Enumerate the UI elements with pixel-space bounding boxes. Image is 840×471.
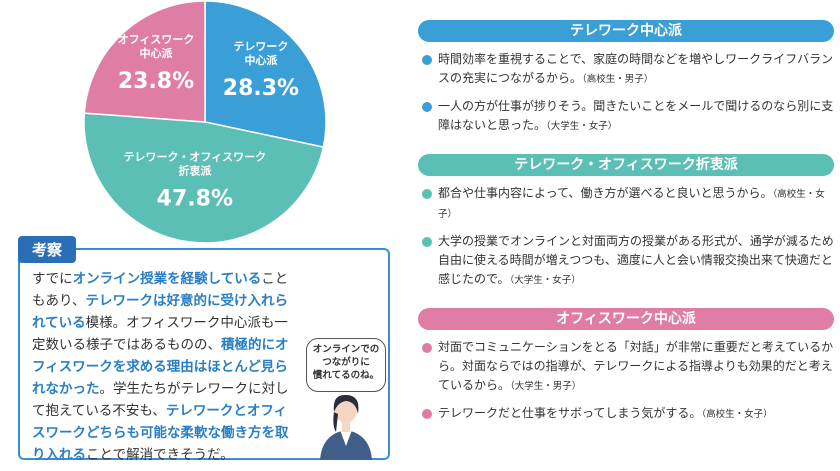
pie-chart: テレワーク中心派 28.3% テレワーク・オフィスワーク折衷派 47.8% オフィスワー…	[83, 0, 327, 244]
bullet	[422, 237, 432, 247]
pie-slice	[204, 0, 327, 149]
section-title: テレワーク中心派	[418, 20, 834, 42]
text: 模様。オフィスワーク中心派も一定数いる様子ではあるものの、	[32, 315, 288, 353]
opinion-text: 一人の方が仕事が捗りそう。聞きたいことをメールで聞けるのなら別に支障はないと思っ…	[438, 99, 834, 132]
opinions: テレワーク中心派時間効率を重視することで、家庭の時間などを増やしワークライフバラ…	[418, 20, 834, 442]
text: ことで解消できそうだ。	[86, 447, 234, 463]
opinion: 対面でコミュニケーションをとる「対話」が非常に重要だと考えているから。対面ならで…	[420, 338, 834, 396]
bullet	[422, 189, 432, 199]
attribution: （高校生・女子）	[701, 409, 773, 420]
section: テレワーク中心派時間効率を重視することで、家庭の時間などを増やしワークライフバラ…	[418, 20, 834, 136]
opinion-text: テレワークだと仕事をサボってしまう気がする。	[438, 406, 702, 420]
emphasis-text: テレワークとオフィスワークどちらも可能な柔軟な働き方を取り入れる	[32, 403, 289, 463]
opinion-text: 時間効率を重視することで、家庭の時間などを増やしワークライフバランスの充実につな…	[438, 52, 834, 85]
opinion-text: 都合や仕事内容によって、働き方が選べると良いと思うから。	[438, 186, 773, 200]
opinion: 都合や仕事内容によって、働き方が選べると良いと思うから。（高校生・女子）	[420, 184, 834, 224]
section-title: テレワーク・オフィスワーク折衷派	[418, 154, 834, 176]
slice-value: 47.8%	[157, 186, 233, 211]
bullet	[422, 409, 432, 419]
attribution: （大学生・女子）	[546, 121, 618, 132]
attribution: （高校生・男子）	[582, 74, 654, 85]
text: すでに	[32, 271, 73, 287]
attribution: （大学生・女子）	[509, 275, 581, 286]
text: こともあり、	[32, 271, 289, 309]
opinion-text: 対面でコミュニケーションをとる「対話」が非常に重要だと考えているから。対面ならで…	[438, 340, 834, 392]
opinion: 時間効率を重視することで、家庭の時間などを増やしワークライフバランスの充実につな…	[420, 50, 834, 89]
section: オフィスワーク中心派対面でコミュニケーションをとる「対話」が非常に重要だと考えて…	[418, 308, 834, 424]
opinion-text: 大学の授業でオンラインと対面両方の授業がある形式が、通学が減るため自由に使える時…	[438, 234, 834, 286]
slice-label: オフィスワーク中心派	[118, 33, 195, 60]
attribution: （大学生・男子）	[510, 381, 582, 392]
person-illustration	[320, 394, 372, 460]
slice-label: テレワーク・オフィスワーク折衷派	[124, 150, 267, 177]
bullet	[422, 55, 432, 65]
consideration-box: すでにオンライン授業を経験していることもあり、テレワークは好意的に受け入れられて…	[18, 248, 390, 463]
opinion: テレワークだと仕事をサボってしまう気がする。（高校生・女子）	[420, 404, 834, 424]
bullet	[422, 343, 432, 353]
emphasis-text: オンライン授業を経験している	[72, 271, 262, 287]
slice-value: 28.3%	[223, 76, 299, 101]
attribution: （高校生・女子）	[438, 189, 825, 220]
section: テレワーク・オフィスワーク折衷派都合や仕事内容によって、働き方が選べると良いと思…	[418, 154, 834, 290]
emphasis-text: テレワークは好意的に受け入れられている	[32, 293, 288, 331]
section-title: オフィスワーク中心派	[418, 308, 834, 330]
text: 。学生たちがテレワークに対して抱えている不安も、	[32, 381, 289, 419]
slice-value: 23.8%	[118, 69, 194, 94]
emphasis-text: 積極的にオフィスワークを求める理由はほとんど見られなかった	[32, 337, 289, 397]
pie-slice	[83, 0, 206, 123]
consideration-text: すでにオンライン授業を経験していることもあり、テレワークは好意的に受け入れられて…	[32, 268, 382, 466]
opinion: 一人の方が仕事が捗りそう。聞きたいことをメールで聞けるのなら別に支障はないと思っ…	[420, 97, 834, 136]
pie-slice	[83, 112, 325, 244]
speech-bubble: オンラインでの つながりに 慣れてるのね。	[306, 338, 386, 392]
bullet	[422, 102, 432, 112]
opinion: 大学の授業でオンラインと対面両方の授業がある形式が、通学が減るため自由に使える時…	[420, 232, 834, 290]
consideration-title: 考察	[18, 236, 77, 263]
slice-label: テレワーク中心派	[233, 40, 288, 67]
